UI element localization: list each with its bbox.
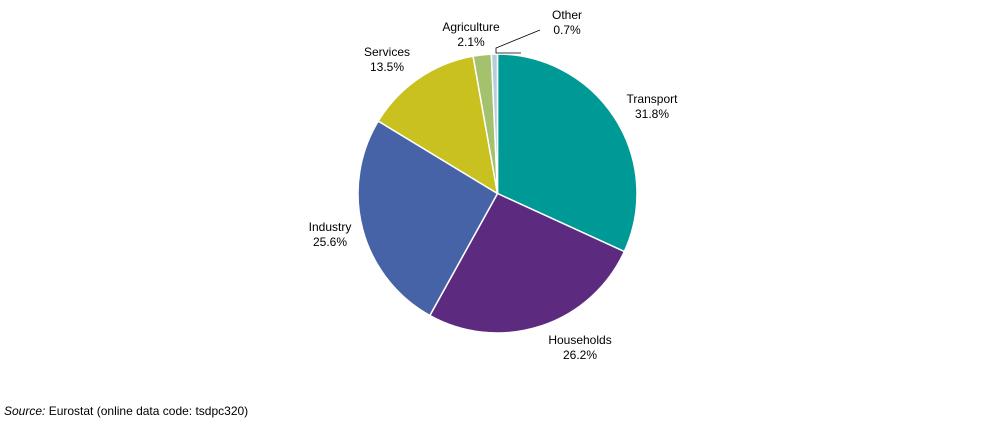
slice-label-agriculture: Agriculture 2.1% (442, 20, 500, 49)
pie-slice-services (377, 55, 499, 195)
pie-slices (357, 53, 638, 334)
pie-slice-other (490, 53, 499, 195)
slice-label-category: Transport (627, 92, 679, 106)
slice-label-value: 31.8% (635, 107, 669, 121)
slice-label-other: Other 0.7% (552, 8, 582, 37)
leader-line-other (495, 29, 541, 54)
slice-label-services: Services 13.5% (364, 45, 410, 74)
slice-labels: Transport 31.8% Households 26.2% Industry 25.… (309, 8, 678, 362)
label-leader-lines (495, 29, 541, 54)
slice-label-value: 2.1% (457, 35, 485, 49)
source-note: Source: Eurostat (online data code: tsdp… (4, 404, 248, 418)
slice-label-category: Other (552, 8, 582, 22)
slice-label-households: Households 26.2% (548, 333, 611, 362)
slice-label-category: Agriculture (442, 20, 500, 34)
slice-label-value: 0.7% (553, 23, 581, 37)
pie-slice-industry (357, 120, 499, 317)
slice-label-category: Industry (309, 220, 352, 234)
slice-label-industry: Industry 25.6% (309, 220, 352, 249)
slice-label-value: 25.6% (313, 235, 347, 249)
pie-slice-transport (496, 53, 638, 253)
source-text: Eurostat (online data code: tsdpc320) (48, 404, 249, 418)
slice-label-category: Services (364, 45, 410, 59)
slice-label-value: 26.2% (563, 348, 597, 362)
slice-label-category: Households (548, 333, 611, 347)
slice-label-transport: Transport 31.8% (627, 92, 679, 121)
source-prefix: Source: (4, 404, 46, 418)
slice-label-value: 13.5% (370, 60, 404, 74)
